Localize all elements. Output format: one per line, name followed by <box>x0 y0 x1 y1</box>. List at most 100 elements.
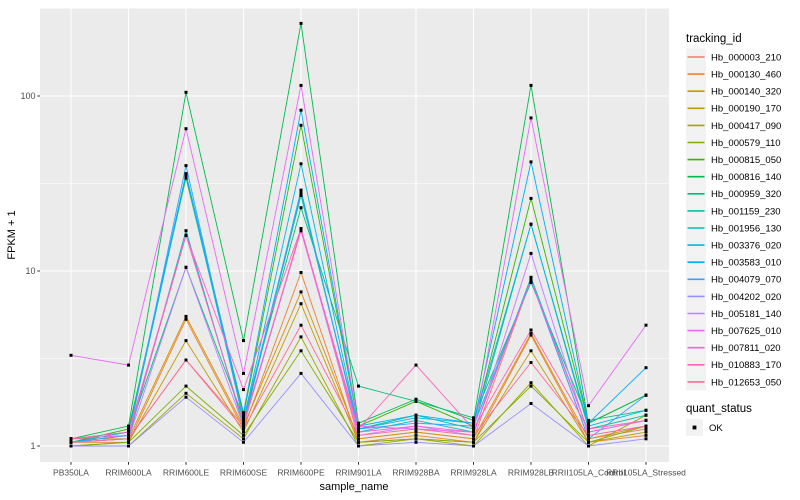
data-point <box>587 427 590 431</box>
legend-label-Hb_003376_020: Hb_003376_020 <box>711 241 781 252</box>
data-point <box>299 83 303 87</box>
x-tick-label: RRIM600SE <box>220 468 268 478</box>
data-point <box>357 424 360 428</box>
data-point <box>414 427 418 431</box>
quant-status-ok-square-icon <box>692 425 697 430</box>
legend-label-Hb_000140_320: Hb_000140_320 <box>711 87 781 98</box>
data-point <box>587 440 590 444</box>
x-tick-label: RRIM901LA <box>335 468 382 478</box>
data-point <box>69 437 73 441</box>
data-point <box>644 433 648 437</box>
data-point <box>299 123 303 127</box>
x-tick-label: RRII105LA_Control <box>552 468 626 478</box>
data-point <box>587 421 590 425</box>
y-tick-label: 10 <box>25 266 35 276</box>
legend-tracking-id: Hb_000003_210 Hb_000130_460 Hb_000140_320 H… <box>686 48 781 391</box>
data-point <box>184 233 188 237</box>
data-point <box>242 411 245 415</box>
data-point <box>472 421 475 425</box>
x-tick-label: RRII105LA_Stressed <box>606 468 686 478</box>
legend-label-Hb_004079_070: Hb_004079_070 <box>711 275 781 286</box>
data-point <box>242 430 245 434</box>
data-point <box>69 444 73 448</box>
data-point <box>414 399 418 403</box>
data-point <box>184 174 188 178</box>
data-point <box>357 444 360 448</box>
axis-ticks: 1 10 100 PB350LA RRIM600LA RRIM600LE RRIM600SE… <box>20 91 686 478</box>
data-point <box>184 229 188 233</box>
data-point <box>587 430 590 434</box>
data-point <box>529 251 533 255</box>
legend-label-Hb_000815_050: Hb_000815_050 <box>711 155 781 166</box>
data-point <box>644 323 648 327</box>
data-point <box>587 424 590 428</box>
data-point <box>242 424 245 428</box>
data-point <box>299 271 303 274</box>
data-point <box>472 424 475 428</box>
y-axis-title: FPKM + 1 <box>6 210 18 259</box>
x-axis-title: sample_name <box>319 481 388 493</box>
data-point <box>127 437 130 441</box>
data-point <box>529 83 533 87</box>
data-point <box>414 424 418 428</box>
data-point <box>184 127 188 131</box>
data-point <box>184 391 188 395</box>
data-point <box>299 227 303 230</box>
data-point <box>414 418 418 422</box>
data-point <box>587 437 590 441</box>
data-point <box>414 440 418 444</box>
data-point <box>184 339 188 343</box>
data-point <box>414 430 418 434</box>
data-point <box>529 275 533 279</box>
data-point <box>644 427 648 431</box>
data-point <box>242 371 245 375</box>
data-point <box>299 188 303 192</box>
data-point <box>529 361 533 364</box>
data-point <box>242 427 245 431</box>
x-tick-label: RRIM600LA <box>105 468 152 478</box>
x-tick-label: RRIM600PE <box>277 468 325 478</box>
data-point <box>357 440 360 444</box>
data-point <box>644 418 648 422</box>
data-point <box>184 164 188 168</box>
data-point <box>242 418 245 422</box>
legend-label-Hb_000816_140: Hb_000816_140 <box>711 172 781 183</box>
data-point <box>529 116 533 120</box>
data-point <box>242 433 245 437</box>
legend-label-Hb_004202_020: Hb_004202_020 <box>711 292 781 303</box>
legend-label-Hb_000003_210: Hb_000003_210 <box>711 52 781 63</box>
legend-label-quant-status-ok: OK <box>709 423 723 434</box>
data-point <box>529 160 533 164</box>
legend-label-Hb_001956_130: Hb_001956_130 <box>711 223 781 234</box>
x-tick-label: PB350LA <box>53 468 89 478</box>
x-tick-label: RRIM928BA <box>392 468 440 478</box>
data-point <box>299 335 303 339</box>
data-point <box>127 444 130 448</box>
legend-label-Hb_007625_010: Hb_007625_010 <box>711 326 781 337</box>
data-point <box>414 397 418 401</box>
data-point <box>184 358 188 362</box>
data-point <box>127 440 130 444</box>
data-point <box>357 427 360 431</box>
data-point <box>472 444 475 448</box>
data-point <box>472 433 475 437</box>
data-point <box>127 430 130 434</box>
data-point <box>184 90 188 94</box>
data-point <box>529 402 533 405</box>
data-point <box>357 433 360 437</box>
data-point <box>242 413 245 417</box>
data-point <box>184 265 188 269</box>
data-point <box>299 290 303 294</box>
data-point <box>644 430 648 434</box>
data-point <box>299 21 303 25</box>
legend-label-Hb_000959_320: Hb_000959_320 <box>711 189 781 200</box>
data-point <box>242 416 245 420</box>
data-point <box>299 323 303 327</box>
data-point <box>587 433 590 437</box>
data-point <box>357 421 360 425</box>
data-point <box>529 384 533 388</box>
data-point <box>414 363 418 367</box>
data-point <box>644 413 648 417</box>
